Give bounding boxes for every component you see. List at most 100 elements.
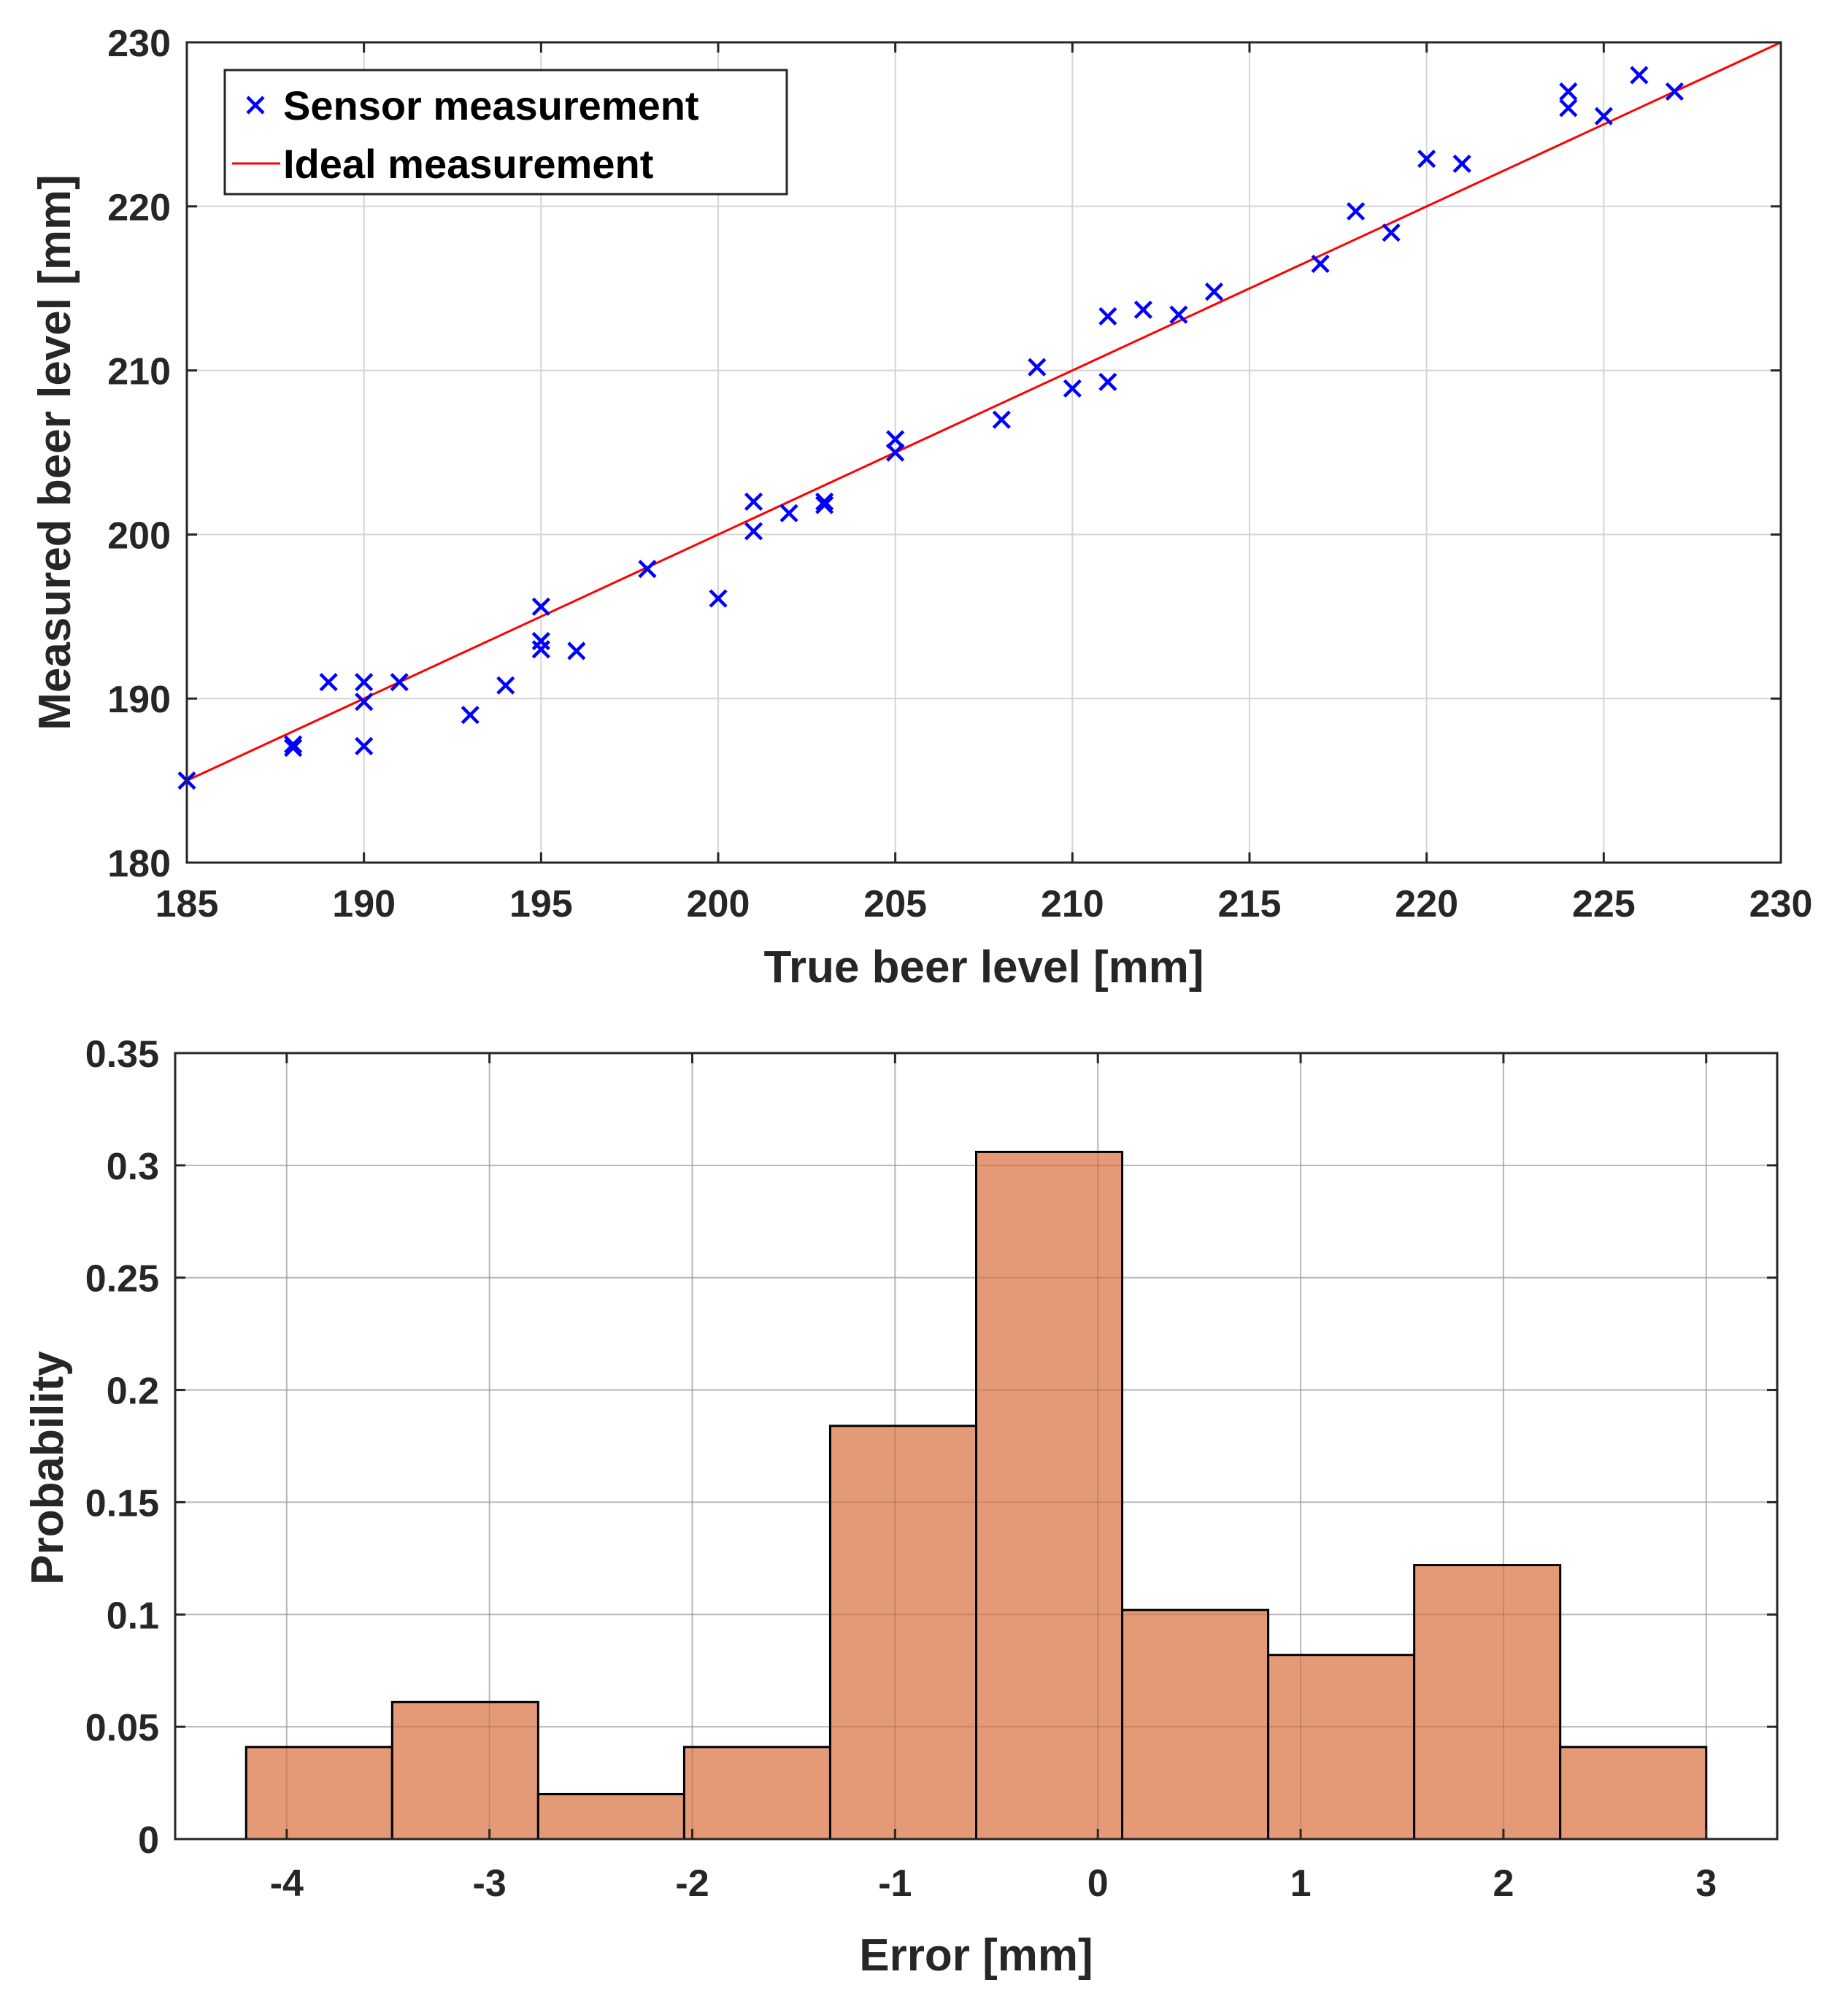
histogram-y-tick-label: 0.25 — [85, 1258, 159, 1300]
sensor-measurement-point — [1417, 150, 1436, 169]
sensor-measurement-point — [1452, 154, 1471, 173]
histogram-x-tick-label: 0 — [1087, 1862, 1109, 1905]
scatter-ticks: 185 190 195 200 205 210 215 220 225 230 180 190 200 2… — [107, 23, 1812, 925]
sensor-measurement-point — [531, 631, 550, 651]
legend-sensor-marker-x — [246, 96, 265, 115]
histogram-x-tick-label: -2 — [675, 1862, 709, 1905]
sensor-measurement-point — [496, 676, 515, 695]
histogram-bar — [245, 1746, 393, 1841]
histogram-x-tick-label: -1 — [878, 1862, 912, 1905]
sensor-measurement-point — [1133, 300, 1152, 320]
histogram-y-tick-label: 0.3 — [107, 1146, 159, 1188]
ideal-measurement-line — [186, 41, 1782, 782]
sensor-measurement-point — [1559, 99, 1578, 117]
scatter-y-tick-label: 230 — [107, 23, 171, 65]
sensor-measurement-point — [319, 673, 338, 692]
histogram-y-tick-label: 0 — [138, 1819, 159, 1862]
sensor-measurement-point — [1559, 82, 1578, 101]
sensor-measurement-point — [1382, 223, 1401, 242]
legend-box — [223, 69, 788, 196]
sensor-measurement-point — [531, 597, 550, 616]
histogram-bar — [975, 1150, 1124, 1841]
histogram-bar — [1267, 1654, 1416, 1841]
scatter-x-tick-label: 205 — [863, 883, 927, 925]
histogram-bar — [1121, 1608, 1270, 1841]
sensor-measurement-point — [1594, 107, 1613, 126]
scatter-x-axis-label: True beer level [mm] — [763, 942, 1204, 993]
histogram-bar — [536, 1792, 685, 1841]
histogram-ticks: -4 -3 -2 -1 0 1 2 3 0 0.05 0.1 0.15 0.2 0.25 0.3 0.35 — [85, 1033, 1777, 1905]
sensor-measurement-point — [1028, 358, 1047, 377]
histogram-bar — [828, 1425, 977, 1841]
histogram-x-tick-label: -3 — [473, 1862, 507, 1905]
scatter-y-tick-label: 190 — [107, 679, 171, 721]
histogram-plot: -4 -3 -2 -1 0 1 2 3 0 0.05 0.1 0.15 0.2 0.25 0.3 0.35 E… — [23, 1033, 1779, 1981]
scatter-plot: 185 190 195 200 205 210 215 220 225 230 180 190 200 2… — [30, 23, 1812, 993]
scatter-x-tick-label: 215 — [1218, 883, 1282, 925]
sensor-measurement-point — [709, 589, 728, 608]
sensor-measurement-point — [1098, 307, 1117, 326]
histogram-bar — [1413, 1564, 1562, 1841]
scatter-x-tick-label: 195 — [509, 883, 573, 925]
sensor-measurement-point — [284, 739, 303, 758]
scatter-y-tick-label: 210 — [107, 351, 171, 393]
sensor-measurement-point — [638, 560, 657, 579]
histogram-x-tick-label: 3 — [1695, 1862, 1717, 1905]
sensor-measurement-point — [284, 735, 303, 754]
sensor-measurement-point — [390, 673, 409, 692]
legend-sensor-marker — [246, 96, 265, 115]
sensor-measurement-point — [1169, 305, 1188, 324]
sensor-measurement-point — [1311, 254, 1330, 274]
histogram-y-tick-label: 0.35 — [85, 1033, 159, 1076]
scatter-y-tick-label: 180 — [107, 843, 171, 885]
histogram-y-tick-label: 0.05 — [85, 1707, 159, 1749]
histogram-x-axis-label: Error [mm] — [859, 1930, 1093, 1981]
legend: Sensor measurement Ideal measurement — [223, 69, 788, 196]
sensor-measurement-point — [815, 496, 834, 515]
sensor-measurement-point — [744, 492, 763, 512]
histogram-bars — [245, 1150, 1708, 1841]
scatter-y-tick-label: 200 — [107, 515, 171, 557]
sensor-measurement-point — [992, 410, 1011, 429]
sensor-measurement-point — [1204, 282, 1224, 301]
sensor-measurement-point — [355, 693, 374, 712]
sensor-measurement-point — [567, 641, 586, 660]
scatter-axes-box — [185, 41, 1782, 864]
scatter-x-tick-label: 190 — [332, 883, 396, 925]
sensor-measurement-point — [461, 706, 480, 725]
histogram-bar — [1559, 1746, 1708, 1841]
scatter-x-tick-label: 225 — [1572, 883, 1636, 925]
legend-ideal-label: Ideal measurement — [283, 141, 653, 187]
scatter-x-tick-label: 220 — [1395, 883, 1458, 925]
sensor-measurement-point — [886, 430, 905, 449]
histogram-y-tick-label: 0.1 — [107, 1595, 159, 1637]
sensor-measurement-point — [1347, 201, 1366, 221]
histogram-x-tick-label: 2 — [1493, 1862, 1514, 1905]
sensor-measurement-point — [886, 443, 905, 462]
scatter-x-tick-label: 230 — [1749, 883, 1813, 925]
histogram-x-tick-label: -4 — [270, 1862, 304, 1905]
sensor-measurement-point — [531, 640, 550, 659]
scatter-x-tick-label: 210 — [1041, 883, 1104, 925]
histogram-axes-box — [174, 1052, 1779, 1841]
scatter-y-axis-label: Measured beer level [mm] — [30, 174, 80, 731]
sensor-measurement-point — [355, 736, 374, 755]
histogram-x-tick-label: 1 — [1290, 1862, 1312, 1905]
scatter-y-tick-label: 220 — [107, 187, 171, 229]
histogram-bar — [682, 1746, 831, 1841]
scatter-x-tick-label: 185 — [155, 883, 219, 925]
sensor-measurement-point — [779, 504, 798, 523]
sensor-measurement-point — [1665, 82, 1684, 101]
legend-sensor-label: Sensor measurement — [283, 82, 699, 128]
sensor-measurement-point — [1630, 66, 1649, 85]
sensor-measurement-point — [815, 492, 834, 512]
sensor-measurement-point — [1063, 379, 1082, 398]
sensor-measurement-point — [355, 673, 374, 692]
histogram-bar — [390, 1700, 539, 1841]
sensor-measurement-point — [744, 522, 763, 541]
scatter-data — [177, 41, 1782, 790]
histogram-y-tick-label: 0.15 — [85, 1482, 159, 1525]
scatter-x-tick-label: 200 — [687, 883, 750, 925]
histogram-y-axis-label: Probability — [23, 1351, 73, 1585]
histogram-y-tick-label: 0.2 — [107, 1371, 159, 1413]
